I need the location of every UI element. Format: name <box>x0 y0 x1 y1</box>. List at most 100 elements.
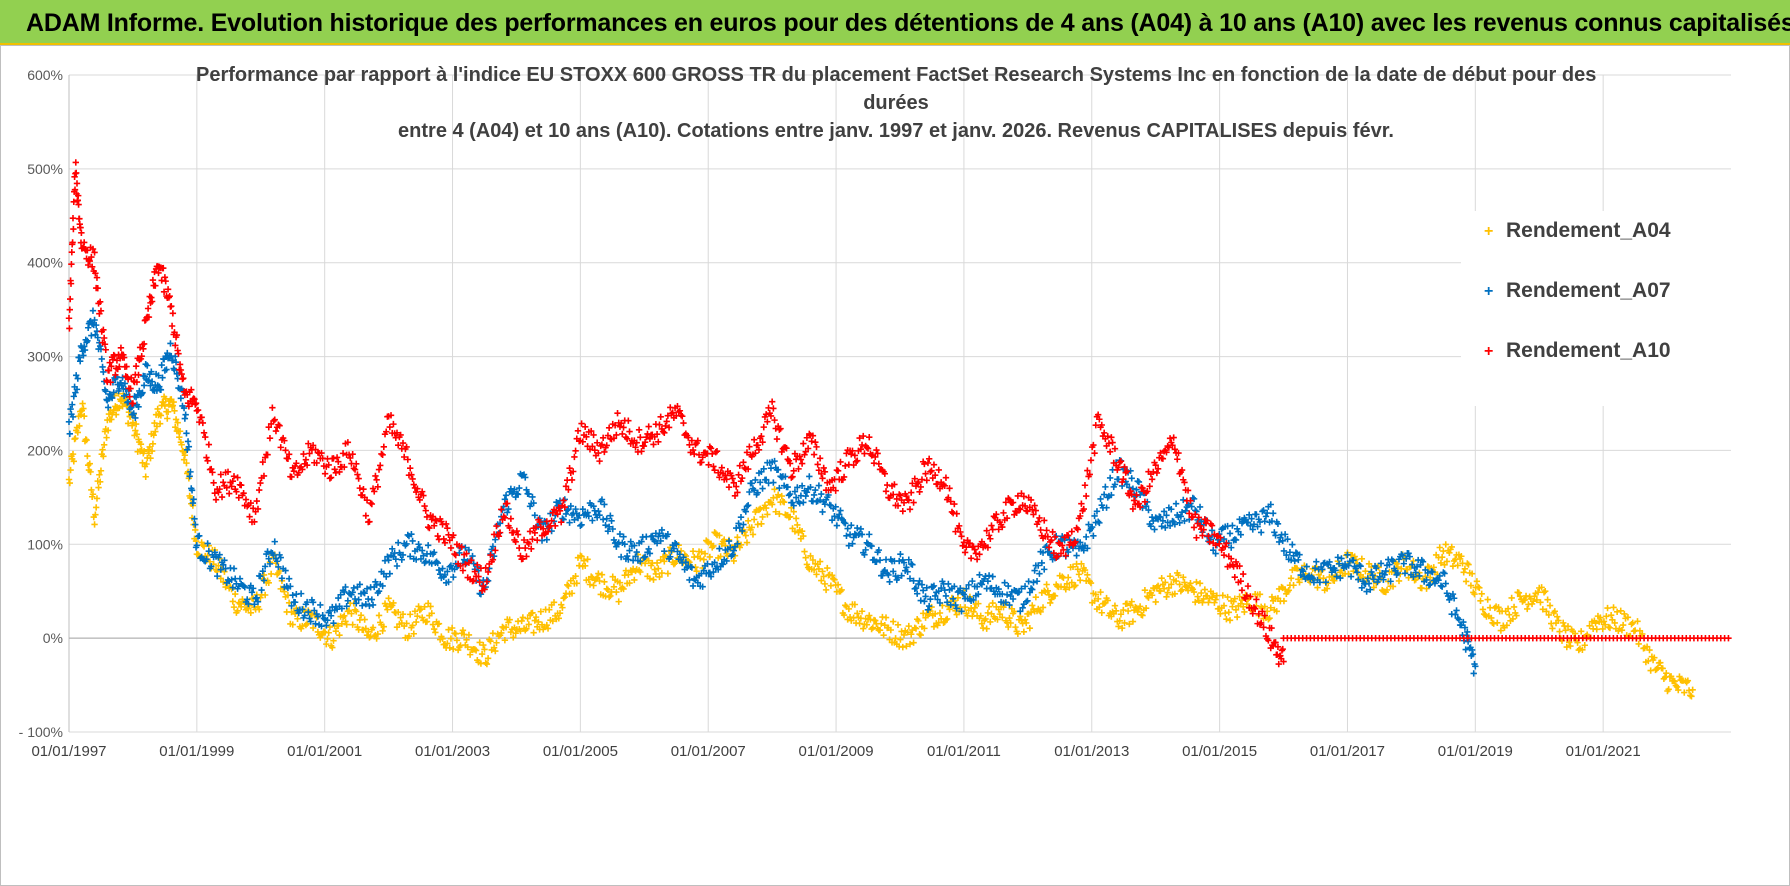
point-a04 <box>1219 592 1227 599</box>
point-a10 <box>148 298 156 305</box>
point-a04 <box>147 454 154 462</box>
point-a07 <box>963 585 970 592</box>
point-a04 <box>1193 578 1200 586</box>
point-a10 <box>1024 508 1031 515</box>
point-a07 <box>627 538 634 545</box>
point-a10 <box>903 492 910 500</box>
point-a10 <box>226 490 233 497</box>
point-a07 <box>1292 549 1300 556</box>
point-a10 <box>251 518 258 526</box>
point-a10 <box>626 428 633 435</box>
point-a07 <box>259 567 266 575</box>
point-a07 <box>72 372 80 379</box>
point-a04 <box>1190 588 1198 596</box>
point-a10 <box>1087 457 1095 464</box>
point-a04 <box>892 635 899 642</box>
point-a04 <box>465 631 473 639</box>
point-a07 <box>1162 524 1169 531</box>
point-a04 <box>1145 594 1152 601</box>
point-a10 <box>1222 543 1229 550</box>
point-a04 <box>759 513 766 521</box>
point-a07 <box>91 316 98 324</box>
point-a10 <box>591 447 598 454</box>
point-a04 <box>1163 593 1170 601</box>
point-a07 <box>1180 496 1187 504</box>
point-a07 <box>807 484 814 491</box>
point-a04 <box>593 574 601 581</box>
point-a10 <box>788 474 795 481</box>
point-a10 <box>680 419 687 427</box>
point-a04 <box>558 601 565 608</box>
point-a07 <box>72 389 79 396</box>
point-a10 <box>303 461 311 469</box>
point-a07 <box>132 414 139 422</box>
point-a10 <box>797 456 805 463</box>
point-a10 <box>668 410 675 417</box>
point-a07 <box>384 553 391 560</box>
point-a07 <box>395 539 402 546</box>
point-a10 <box>814 461 821 468</box>
point-a07 <box>221 557 228 564</box>
point-a10 <box>614 409 621 417</box>
point-a04 <box>373 635 380 642</box>
point-a10 <box>275 421 282 428</box>
point-a07 <box>742 508 749 515</box>
point-a07 <box>303 598 311 606</box>
point-a04 <box>1176 581 1183 588</box>
point-a10 <box>837 458 844 466</box>
point-a04 <box>1351 553 1358 560</box>
point-a07 <box>1355 576 1362 583</box>
point-a07 <box>1272 532 1279 539</box>
point-a07 <box>317 601 324 609</box>
point-a10 <box>506 524 513 532</box>
point-a04 <box>412 618 420 626</box>
point-a10 <box>520 536 528 544</box>
point-a07 <box>881 566 889 574</box>
point-a04 <box>1231 595 1238 602</box>
point-a10 <box>1220 552 1228 559</box>
point-a10 <box>562 483 570 490</box>
point-a10 <box>861 450 868 457</box>
point-a07 <box>577 522 584 530</box>
point-a04 <box>1476 584 1483 591</box>
point-a10 <box>399 439 407 447</box>
point-a10 <box>1174 456 1181 463</box>
point-a10 <box>851 452 859 459</box>
point-a10 <box>424 524 432 531</box>
y-tick-label: - 100% <box>19 724 63 740</box>
point-a07 <box>631 542 638 549</box>
point-a07 <box>1100 491 1108 498</box>
point-a10 <box>972 550 980 557</box>
point-a07 <box>273 558 281 565</box>
point-a04 <box>882 614 890 621</box>
point-a10 <box>91 249 98 256</box>
point-a04 <box>1094 595 1102 603</box>
point-a04 <box>1331 577 1338 584</box>
point-a04 <box>1323 585 1331 592</box>
point-a10 <box>699 454 706 461</box>
point-a07 <box>664 531 672 538</box>
point-a07 <box>688 564 696 571</box>
point-a10 <box>211 490 219 497</box>
point-a07 <box>633 548 640 556</box>
point-a07 <box>564 507 571 514</box>
x-tick-label: 01/01/2017 <box>1310 743 1385 760</box>
point-a07 <box>1472 663 1479 670</box>
point-a10 <box>210 479 217 486</box>
point-a10 <box>716 474 723 481</box>
point-a07 <box>1363 588 1370 595</box>
point-a04 <box>1606 624 1614 632</box>
point-a10 <box>393 429 401 437</box>
point-a04 <box>1111 602 1119 609</box>
point-a04 <box>390 599 397 607</box>
point-a10 <box>566 465 573 472</box>
legend-marker-a04: + <box>1484 223 1494 240</box>
point-a10 <box>1060 546 1067 554</box>
point-a07 <box>1311 565 1319 572</box>
point-a04 <box>1104 597 1111 604</box>
point-a07 <box>842 520 849 527</box>
point-a10 <box>100 334 108 342</box>
point-a10 <box>857 446 865 453</box>
point-a07 <box>353 600 360 607</box>
point-a07 <box>1102 483 1109 491</box>
